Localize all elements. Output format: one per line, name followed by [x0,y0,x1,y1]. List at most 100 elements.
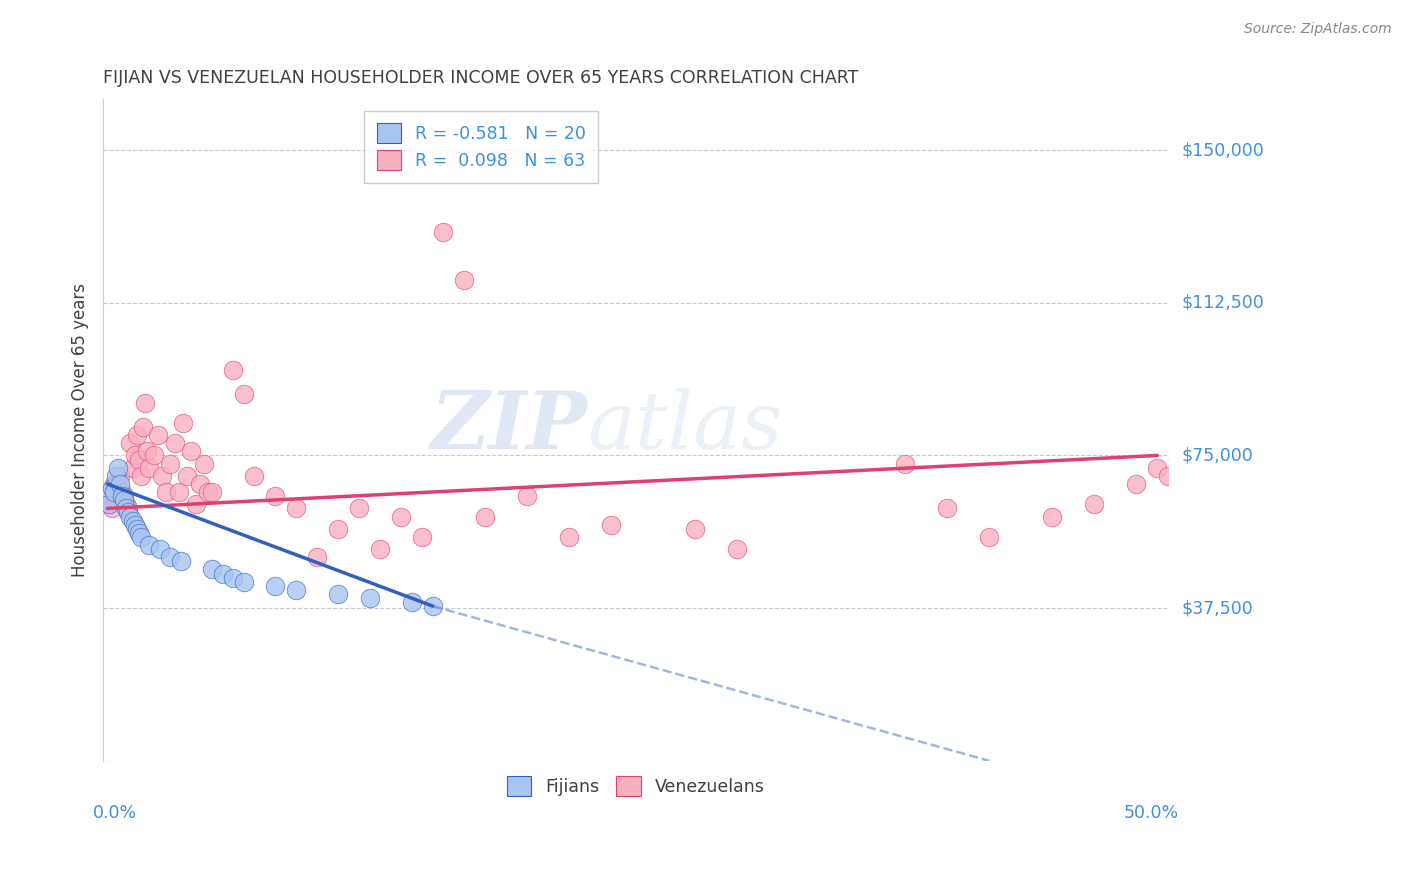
Text: 50.0%: 50.0% [1123,804,1178,822]
Point [107,481,129,495]
Point [1157,468,1180,483]
Point [264,579,287,593]
Point [142,449,165,463]
Point [370,542,392,557]
Point [163,436,186,450]
Point [232,387,254,401]
Point [150,468,173,483]
Point [389,509,412,524]
Point [138,460,160,475]
Text: Source: ZipAtlas.com: Source: ZipAtlas.com [1244,22,1392,37]
Point [115,501,138,516]
Y-axis label: Householder Income Over 65 years: Householder Income Over 65 years [72,283,89,577]
Point [104,468,127,483]
Point [411,530,433,544]
Point [136,444,159,458]
Text: $150,000: $150,000 [1181,141,1264,159]
Point [176,468,198,483]
Point [129,530,152,544]
Point [328,522,350,536]
Point [120,509,142,524]
Point [328,587,350,601]
Point [222,571,245,585]
Point [232,574,254,589]
Point [159,457,181,471]
Point [188,477,211,491]
Point [128,452,150,467]
Point [307,550,329,565]
Point [894,457,917,471]
Point [936,501,959,516]
Point [211,566,233,581]
Point [98,489,121,503]
Point [149,542,172,557]
Point [685,522,707,536]
Point [103,485,125,500]
Point [243,468,266,483]
Point [124,449,146,463]
Point [201,485,224,500]
Text: atlas: atlas [588,388,783,466]
Text: ZIP: ZIP [430,388,588,466]
Point [184,497,207,511]
Point [359,591,381,605]
Point [125,522,148,536]
Point [108,477,131,491]
Point [103,477,125,491]
Point [111,485,134,500]
Point [117,506,139,520]
Point [558,530,581,544]
Point [180,444,202,458]
Point [172,416,194,430]
Point [111,489,134,503]
Point [516,489,538,503]
Point [155,485,177,500]
Point [285,582,308,597]
Point [115,497,138,511]
Point [132,420,155,434]
Point [138,538,160,552]
Point [112,489,135,503]
Point [134,395,156,409]
Point [285,501,308,516]
Text: $112,500: $112,500 [1181,293,1264,312]
Point [600,517,623,532]
Point [117,501,139,516]
Legend: Fijians, Venezuelans: Fijians, Venezuelans [495,764,776,808]
Point [124,517,146,532]
Point [167,485,190,500]
Point [453,273,475,287]
Point [1146,460,1168,475]
Point [112,493,135,508]
Text: $37,500: $37,500 [1181,599,1254,617]
Text: 0.0%: 0.0% [93,804,136,822]
Point [170,554,193,568]
Point [159,550,181,565]
Point [129,468,152,483]
Point [979,530,1001,544]
Point [222,363,245,377]
Point [422,599,444,613]
Point [432,225,454,239]
Point [725,542,748,557]
Point [349,501,371,516]
Point [121,460,143,475]
Point [197,485,219,500]
Point [107,460,129,475]
Point [128,525,150,540]
Point [1125,477,1147,491]
Point [1040,509,1063,524]
Point [125,428,148,442]
Point [264,489,287,503]
Point [98,497,121,511]
Point [474,509,496,524]
Point [104,493,127,508]
Point [120,436,142,450]
Point [201,562,224,576]
Point [401,595,423,609]
Point [121,514,143,528]
Point [193,457,215,471]
Point [108,468,131,483]
Text: $75,000: $75,000 [1181,447,1254,465]
Point [1167,452,1189,467]
